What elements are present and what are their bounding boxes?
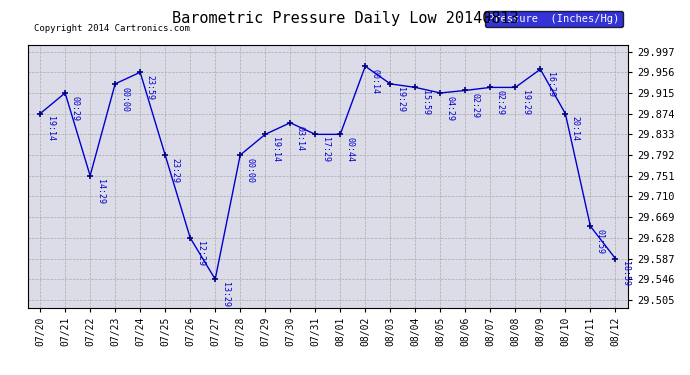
Text: 20:14: 20:14 <box>571 116 580 141</box>
Text: 00:29: 00:29 <box>70 96 79 121</box>
Text: 14:29: 14:29 <box>96 178 105 204</box>
Text: 16:29: 16:29 <box>546 72 555 97</box>
Text: 00:00: 00:00 <box>121 87 130 112</box>
Text: 00:44: 00:44 <box>346 137 355 162</box>
Text: 12:29: 12:29 <box>196 241 205 266</box>
Text: 17:29: 17:29 <box>321 137 330 162</box>
Text: 01:59: 01:59 <box>596 229 605 254</box>
Text: 02:29: 02:29 <box>496 90 505 115</box>
Legend: Pressure  (Inches/Hg): Pressure (Inches/Hg) <box>485 11 622 27</box>
Text: 00:00: 00:00 <box>246 158 255 183</box>
Text: 19:29: 19:29 <box>396 87 405 112</box>
Text: 19:29: 19:29 <box>521 90 530 115</box>
Text: 02:29: 02:29 <box>471 93 480 118</box>
Text: Barometric Pressure Daily Low 20140813: Barometric Pressure Daily Low 20140813 <box>172 11 518 26</box>
Text: 04:29: 04:29 <box>446 96 455 121</box>
Text: 15:59: 15:59 <box>421 90 430 115</box>
Text: 23:29: 23:29 <box>170 158 179 183</box>
Text: 00:14: 00:14 <box>371 69 380 94</box>
Text: 19:14: 19:14 <box>46 116 55 141</box>
Text: 23:59: 23:59 <box>146 75 155 100</box>
Text: 18:59: 18:59 <box>621 261 630 286</box>
Text: Copyright 2014 Cartronics.com: Copyright 2014 Cartronics.com <box>34 24 190 33</box>
Text: 03:14: 03:14 <box>296 126 305 150</box>
Text: 13:29: 13:29 <box>221 282 230 307</box>
Text: 19:14: 19:14 <box>270 137 279 162</box>
